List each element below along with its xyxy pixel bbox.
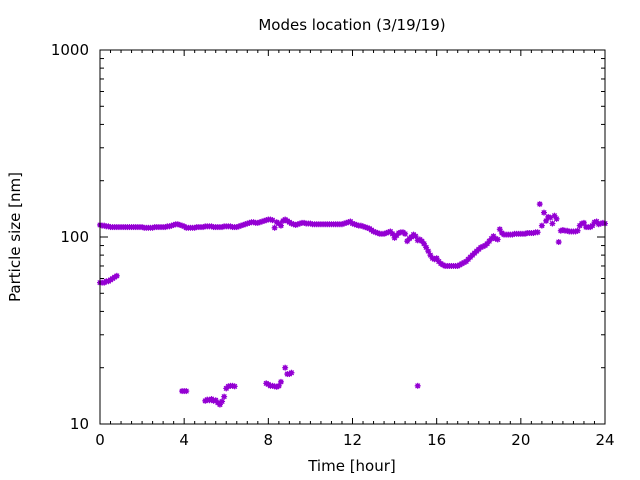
data-point — [421, 240, 428, 247]
axis-ticks — [99, 49, 606, 425]
data-point — [553, 215, 560, 222]
data-point — [271, 224, 278, 231]
data-point — [490, 233, 497, 240]
data-point — [412, 233, 419, 240]
y-tick-label: 10 — [70, 415, 89, 433]
data-point — [543, 217, 550, 224]
tick-labels: 0 4 8 12 16 20 24 10 100 1000 — [51, 41, 615, 449]
data-point — [496, 226, 503, 233]
data-point — [231, 383, 238, 390]
data-point — [494, 236, 501, 243]
data-point — [538, 222, 545, 229]
data-point — [277, 222, 284, 229]
data-point — [219, 398, 226, 405]
x-tick-label: 16 — [427, 431, 446, 449]
data-point — [433, 255, 440, 262]
data-point — [282, 364, 289, 371]
data-point — [536, 201, 543, 208]
data-point — [547, 214, 554, 221]
data-point — [425, 248, 432, 255]
x-tick-label: 20 — [511, 431, 530, 449]
data-point — [418, 238, 425, 245]
data-point — [574, 227, 581, 234]
data-point — [540, 209, 547, 216]
data-point — [402, 230, 409, 237]
data-point — [427, 252, 434, 259]
x-tick-label: 12 — [343, 431, 362, 449]
data-point — [206, 397, 213, 404]
data-point — [423, 244, 430, 251]
y-tick-label: 100 — [60, 228, 89, 246]
data-point — [555, 239, 562, 246]
chart-title: Modes location (3/19/19) — [258, 16, 445, 34]
y-axis-label: Particle size [nm] — [6, 172, 24, 302]
data-point — [113, 272, 120, 279]
data-point — [263, 380, 270, 387]
x-tick-label: 0 — [95, 431, 105, 449]
plot-frame — [99, 49, 606, 425]
data-point — [288, 369, 295, 376]
x-tick-label: 8 — [264, 431, 274, 449]
x-axis-label: Time [hour] — [307, 457, 396, 475]
data-point — [549, 220, 556, 227]
data-point — [183, 388, 190, 395]
data-point — [221, 393, 228, 400]
data-point — [534, 229, 541, 236]
data-point — [414, 382, 421, 389]
y-tick-label: 1000 — [51, 41, 89, 59]
data-point — [580, 219, 587, 226]
x-tick-label: 24 — [595, 431, 614, 449]
x-tick-label: 4 — [179, 431, 189, 449]
data-point — [277, 378, 284, 385]
data-point — [551, 212, 558, 219]
data-points — [97, 201, 608, 408]
